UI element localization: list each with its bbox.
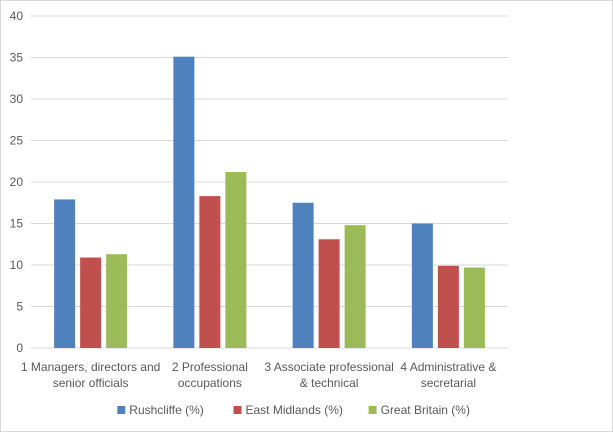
bar-rushcliffe bbox=[173, 56, 195, 349]
x-tick-label: 4 Administrative & bbox=[400, 360, 496, 374]
bar-great-britain bbox=[225, 172, 247, 348]
legend-swatch bbox=[368, 406, 377, 414]
x-tick-label: 3 Associate professional bbox=[264, 360, 393, 374]
legend-swatch bbox=[233, 406, 242, 414]
bar-rushcliffe bbox=[54, 199, 76, 348]
x-tick-label: occupations bbox=[178, 376, 242, 390]
y-tick-label: 0 bbox=[16, 341, 23, 355]
y-tick-label: 30 bbox=[10, 92, 24, 106]
bar-east-midlands bbox=[437, 265, 459, 348]
y-tick-label: 40 bbox=[10, 9, 24, 23]
bar-rushcliffe bbox=[292, 202, 314, 348]
legend-swatch bbox=[117, 406, 126, 414]
y-tick-label: 15 bbox=[10, 217, 24, 231]
x-tick-label: secretarial bbox=[421, 376, 476, 390]
x-tick-label: & technical bbox=[300, 376, 359, 390]
legend-label: East Midlands (%) bbox=[246, 403, 343, 417]
y-tick-label: 25 bbox=[10, 134, 24, 148]
bar-east-midlands bbox=[80, 257, 102, 348]
bar-great-britain bbox=[106, 254, 128, 348]
bar-east-midlands bbox=[199, 196, 221, 348]
bar-east-midlands bbox=[318, 239, 340, 348]
bar-great-britain bbox=[463, 267, 485, 348]
x-tick-label: senior officials bbox=[53, 376, 129, 390]
legend-label: Great Britain (%) bbox=[381, 403, 470, 417]
y-tick-label: 20 bbox=[10, 175, 24, 189]
y-tick-label: 5 bbox=[16, 300, 23, 314]
y-tick-label: 35 bbox=[10, 51, 24, 65]
y-tick-label: 10 bbox=[10, 258, 24, 272]
x-tick-label: 1 Managers, directors and bbox=[21, 360, 160, 374]
x-tick-label: 2 Professional bbox=[172, 360, 248, 374]
bar-great-britain bbox=[344, 225, 366, 348]
bar-rushcliffe bbox=[411, 223, 433, 348]
legend-label: Rushcliffe (%) bbox=[129, 403, 203, 417]
